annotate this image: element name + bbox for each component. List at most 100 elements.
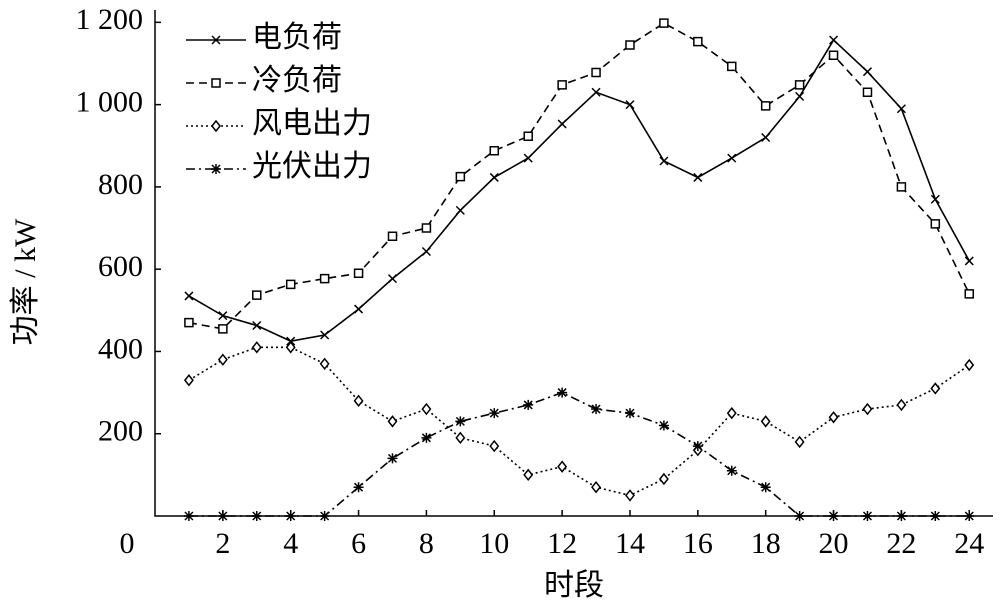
y-tick-label: 1 000 — [76, 86, 144, 119]
point — [625, 40, 635, 50]
point — [387, 415, 398, 428]
series-line — [188, 346, 970, 497]
point — [489, 172, 499, 182]
point — [726, 406, 737, 420]
y-tick-label: 800 — [98, 168, 143, 201]
point — [421, 432, 432, 443]
point — [252, 320, 262, 331]
series-line — [188, 38, 970, 342]
point — [387, 231, 398, 242]
point — [285, 511, 296, 521]
legend-marker — [211, 35, 221, 45]
point — [523, 399, 534, 410]
point — [930, 194, 940, 204]
point — [828, 511, 839, 521]
point — [218, 324, 228, 334]
point — [523, 153, 533, 163]
axes — [154, 10, 993, 517]
point — [794, 80, 805, 90]
point — [726, 465, 737, 476]
point — [557, 460, 568, 473]
point — [828, 50, 839, 61]
point — [964, 256, 974, 266]
point — [794, 511, 805, 521]
point — [692, 441, 703, 452]
point — [760, 101, 771, 111]
x-tick-label: 0 — [120, 527, 135, 560]
x-tick-label: 20 — [819, 527, 849, 560]
point — [285, 279, 296, 290]
point — [523, 468, 534, 482]
point — [896, 511, 907, 521]
point — [421, 402, 432, 416]
point — [455, 431, 466, 445]
point — [421, 223, 432, 233]
point — [829, 35, 839, 45]
point — [251, 341, 262, 354]
y-axis-label: 功率 / kW — [9, 218, 42, 345]
point — [455, 205, 465, 215]
point — [862, 511, 873, 521]
point — [319, 357, 330, 370]
legend-label: 电负荷 — [252, 21, 342, 54]
x-axis-label: 时段 — [544, 569, 604, 602]
x-tick-label: 24 — [954, 527, 984, 560]
point — [353, 268, 364, 279]
point — [761, 132, 771, 143]
point — [659, 18, 669, 28]
point — [489, 439, 500, 453]
point — [217, 511, 228, 521]
x-tick-label: 22 — [886, 527, 916, 560]
point — [184, 291, 194, 301]
point — [217, 353, 228, 366]
legend-label: 冷负荷 — [252, 64, 342, 97]
point — [896, 182, 907, 192]
point — [624, 408, 635, 419]
point — [455, 171, 466, 182]
x-tick-label: 12 — [547, 527, 577, 560]
point — [591, 67, 601, 78]
point — [353, 482, 364, 493]
x-tick-label: 4 — [283, 527, 298, 560]
x-tick-label: 14 — [615, 527, 645, 560]
point — [896, 104, 906, 114]
point — [760, 415, 771, 428]
legend-label: 光伏出力 — [252, 150, 372, 183]
point — [591, 404, 602, 415]
point — [659, 156, 669, 166]
point — [183, 374, 194, 387]
point — [862, 67, 873, 77]
point — [727, 61, 737, 72]
point — [658, 472, 669, 486]
point — [319, 511, 330, 521]
point — [218, 311, 228, 321]
point — [489, 408, 500, 419]
point — [557, 80, 567, 90]
point — [319, 273, 330, 284]
y-tick-label: 400 — [98, 332, 143, 365]
y-tick-label: 1 200 — [76, 3, 144, 36]
point — [862, 402, 873, 416]
point — [727, 153, 737, 163]
point — [964, 289, 975, 299]
point — [320, 330, 330, 340]
point — [625, 489, 635, 502]
point — [794, 435, 805, 449]
point — [455, 416, 466, 427]
x-tick-label: 2 — [215, 527, 230, 560]
point — [862, 87, 873, 98]
x-tick-label: 8 — [419, 527, 434, 560]
point — [930, 511, 941, 521]
point — [387, 274, 398, 284]
point — [557, 119, 567, 129]
series-line — [188, 22, 970, 330]
point — [591, 87, 601, 97]
x-tick-label: 6 — [351, 527, 366, 560]
point — [285, 341, 296, 354]
y-tick-label: 200 — [98, 415, 143, 448]
point — [693, 172, 703, 182]
point — [184, 317, 194, 328]
point — [964, 358, 975, 372]
point — [760, 482, 771, 493]
